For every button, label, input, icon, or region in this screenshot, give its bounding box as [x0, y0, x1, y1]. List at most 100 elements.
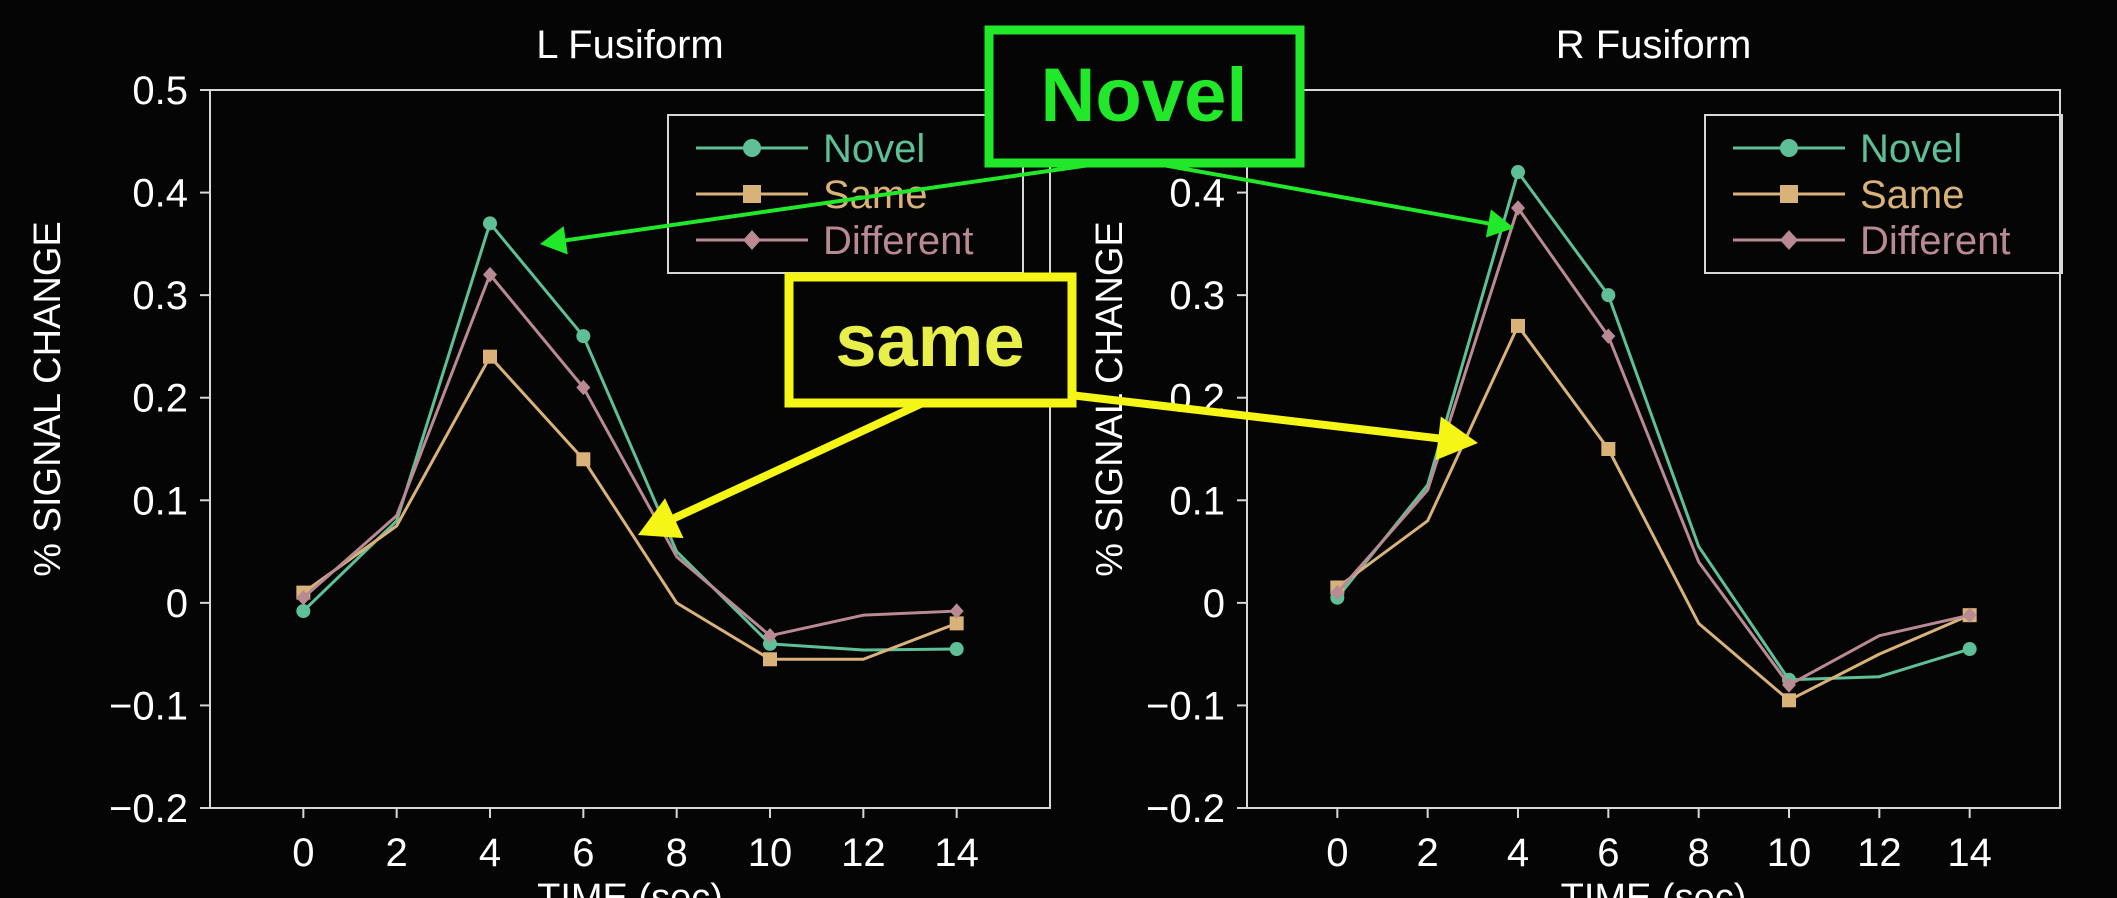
chart-panel-left: L Fusiform 0.5 0.4 0.3 0.2 0.1 0 −0.1 −0.2 0 2 4 6 8 1…	[27, 23, 1051, 898]
legend-marker-same	[1780, 185, 1798, 203]
novel-arrow-left-shaft	[563, 158, 1127, 243]
y-tick-label: 0.5	[132, 69, 188, 113]
plot-frame	[209, 89, 1051, 809]
x-tick-label: 12	[1857, 831, 1902, 875]
legend-label-same: Same	[1860, 173, 1965, 217]
data-point-different	[1601, 328, 1616, 344]
series-line-novel	[302, 221, 957, 652]
legend-label-different: Different	[1860, 219, 2010, 263]
y-tick-label: 0.1	[132, 479, 188, 523]
x-tick-label: 2	[1417, 831, 1439, 875]
x-tick-label: 8	[1688, 831, 1710, 875]
series-line-same	[302, 355, 958, 661]
series-novel	[296, 216, 964, 657]
novel-annotation-box	[984, 25, 1305, 168]
novel-annotation-text: Novel	[1041, 53, 1248, 138]
data-point-same	[1601, 442, 1616, 456]
series-different	[296, 266, 964, 644]
data-point-novel	[1601, 288, 1616, 303]
same-arrow-left	[638, 391, 944, 539]
legend-label-novel: Novel	[823, 127, 925, 171]
data-point-novel	[1511, 165, 1525, 180]
x-tick-label: 6	[572, 831, 594, 875]
chart-title: R Fusiform	[1556, 23, 1752, 67]
x-tick-label: 8	[666, 831, 688, 875]
x-tick-label: 14	[934, 831, 979, 875]
series-same	[296, 349, 964, 667]
same-annotation-text: same	[835, 299, 1024, 382]
x-tick-label: 0	[1326, 831, 1348, 875]
annotation-layer: Novel same	[540, 25, 1514, 539]
data-point-novel	[949, 642, 964, 657]
same-arrow-right-shaft	[1066, 391, 1443, 443]
data-point-novel	[576, 329, 591, 344]
data-point-different	[576, 379, 591, 396]
legend-label-novel: Novel	[1860, 127, 1962, 171]
y-tick-label: 0	[166, 582, 188, 626]
legend-marker-different	[1780, 230, 1798, 250]
legend-marker-novel	[743, 139, 761, 157]
same-arrow-left-shaft	[670, 391, 944, 523]
y-tick-label: 0.1	[1169, 479, 1225, 523]
novel-arrow-right-head	[1485, 209, 1514, 238]
same-annotation-box	[784, 272, 1077, 408]
x-tick-label: 14	[1947, 831, 1992, 875]
same-arrow-right	[1066, 391, 1478, 461]
legend-marker-different	[743, 230, 761, 250]
legend-marker-novel	[1780, 139, 1798, 157]
y-tick-label: 0	[1203, 582, 1225, 626]
same-arrow-left-head	[638, 498, 684, 539]
data-point-different	[1782, 677, 1796, 693]
y-tick-label: 0.3	[1169, 274, 1225, 318]
y-tick-label: 0.3	[132, 274, 188, 318]
x-tick-label: 4	[479, 831, 501, 875]
x-tick-label: 0	[292, 831, 314, 875]
legend-box	[1704, 114, 2063, 274]
data-point-same	[483, 349, 497, 364]
same-arrow-right-head	[1435, 416, 1478, 461]
x-tick-label: 2	[386, 831, 408, 875]
data-point-novel	[296, 604, 311, 619]
data-point-different	[949, 603, 964, 619]
novel-arrow-right-shaft	[1133, 158, 1491, 226]
novel-arrow-left	[540, 158, 1127, 255]
y-tick-label: 0.4	[1169, 172, 1225, 216]
same-annotation: same	[784, 272, 1077, 408]
y-tick-label: 0.4	[132, 172, 188, 216]
plot-frame	[1246, 89, 2061, 809]
y-tick-label: −0.2	[1146, 787, 1225, 831]
data-point-novel	[1962, 642, 1977, 657]
data-point-same	[576, 452, 591, 467]
data-point-different	[1330, 584, 1345, 601]
x-axis-label: TIME (sec)	[1561, 877, 1747, 898]
data-point-same	[763, 652, 777, 667]
novel-arrow-right	[1133, 158, 1514, 238]
data-point-different	[1511, 200, 1525, 216]
x-axis-label: TIME (sec)	[537, 877, 723, 898]
y-tick-label: 0.2	[132, 377, 188, 421]
y-tick-label: −0.1	[109, 684, 188, 728]
x-tick-label: 12	[841, 831, 886, 875]
legend-label-different: Different	[823, 219, 973, 263]
data-point-different	[1962, 607, 1977, 623]
x-tick-label: 4	[1507, 831, 1529, 875]
series-line-same	[1336, 324, 1971, 702]
data-point-novel	[483, 216, 497, 231]
data-point-different	[763, 627, 777, 644]
data-point-different	[483, 266, 497, 283]
legend-marker-same	[743, 185, 761, 203]
data-point-same	[949, 616, 964, 631]
series-line-different	[302, 273, 957, 638]
x-tick-label: 6	[1597, 831, 1619, 875]
data-point-different	[296, 590, 311, 606]
x-tick-label: 10	[748, 831, 793, 875]
data-point-same	[1511, 318, 1525, 333]
y-tick-label: −0.2	[109, 787, 188, 831]
novel-annotation: Novel	[984, 25, 1305, 168]
data-point-novel	[763, 636, 777, 651]
chart-title: L Fusiform	[536, 23, 723, 67]
y-tick-label: −0.1	[1146, 684, 1225, 728]
novel-arrow-left-head	[540, 226, 568, 255]
